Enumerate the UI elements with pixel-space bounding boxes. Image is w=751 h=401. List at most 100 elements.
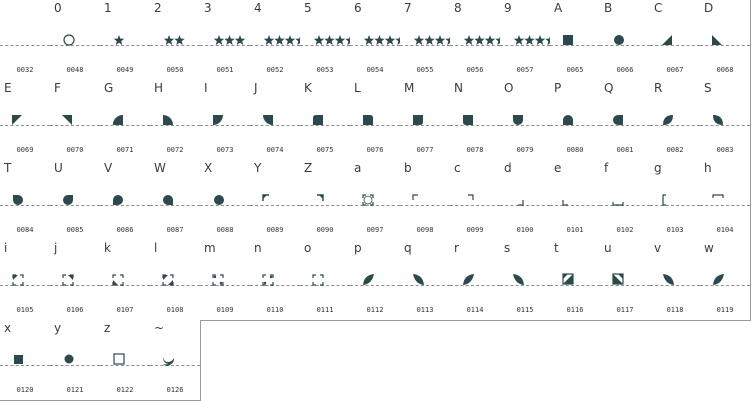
bracket-dots-2-glyph (262, 274, 274, 286)
glyph-character-label: C (654, 1, 663, 15)
bracket-left-glyph (662, 194, 666, 206)
bracket-tr-fill-glyph (62, 274, 74, 286)
glyph-code-label: 0086 (116, 226, 134, 234)
square-diagonal-tr-glyph (562, 273, 574, 285)
glyph-character-label: w (704, 241, 714, 255)
glyph-character-label: W (154, 161, 166, 175)
glyph-code-label: 0067 (666, 66, 684, 74)
glyph-character-label: 2 (154, 1, 162, 15)
glyph-code-label: 0056 (466, 66, 484, 74)
glyph-code-label: 0085 (66, 226, 84, 234)
glyph-character-label: i (4, 241, 8, 255)
corner-small-tr-glyph (468, 194, 474, 200)
glyph-code-label: 0082 (666, 146, 684, 154)
glyph-code-label: 0050 (166, 66, 184, 74)
glyph-character-label: X (204, 161, 213, 175)
baseline-guide (600, 205, 650, 206)
glyph-cell-0097: a 0097 (350, 160, 401, 241)
glyph-code-label: 0087 (166, 226, 184, 234)
glyph-character-label: s (504, 241, 511, 255)
glyph-cell-0050: 2 0050 (150, 0, 201, 81)
baseline-guide (500, 45, 550, 46)
baseline-guide (550, 285, 600, 286)
leaf-right-glyph (713, 274, 724, 285)
glyph-code-label: 0084 (16, 226, 34, 234)
star-9-glyph (513, 35, 550, 45)
glyph-character-label: f (604, 161, 609, 175)
baseline-guide (0, 285, 50, 286)
circle-outline-glyph (63, 34, 75, 46)
baseline-guide (50, 125, 100, 126)
baseline-guide (200, 285, 250, 286)
glyph-cell-0116: t 0116 (550, 240, 601, 321)
baseline-guide (400, 205, 450, 206)
corner-small-bl-glyph (562, 200, 568, 206)
triangle-bl-glyph (712, 35, 722, 45)
glyph-cell-0102: f 0102 (600, 160, 651, 241)
glyph-code-label: 0075 (316, 146, 334, 154)
glyph-cell-0052: 4 0052 (250, 0, 301, 81)
rounded-bottom-glyph (513, 115, 523, 125)
glyph-code-label: 0053 (316, 66, 334, 74)
glyph-code-label: 0112 (366, 306, 384, 314)
glyph-character-label: H (154, 81, 164, 95)
baseline-guide (0, 125, 50, 126)
triangle-tl-glyph (12, 115, 22, 125)
glyph-cell-0073: I 0073 (200, 80, 251, 161)
glyph-cell-0054: 6 0054 (350, 0, 401, 81)
rounded-tl-glyph (313, 115, 323, 125)
baseline-guide (600, 285, 650, 286)
glyph-character-label: ~ (154, 321, 165, 335)
square-filled-glyph (563, 35, 573, 45)
teardrop-tl-glyph (13, 195, 23, 205)
glyph-code-label: 0100 (516, 226, 534, 234)
bracket-br-fill-glyph (162, 274, 174, 286)
glyph-character-label: G (104, 81, 114, 95)
glyph-cell-0049: 1 0049 (100, 0, 151, 81)
square-diagonal-tl-glyph (612, 273, 624, 285)
rounded-bl-glyph (463, 115, 473, 125)
glyph-cell-0053: 5 0053 (300, 0, 351, 81)
baseline-guide (250, 285, 300, 286)
glyph-cell-0055: 7 0055 (400, 0, 451, 81)
glyph-character-label: I (204, 81, 208, 95)
glyph-character-label: R (654, 81, 663, 95)
glyph-code-label: 0069 (16, 146, 34, 154)
glyph-code-label: 0103 (666, 226, 684, 234)
baseline-guide (250, 125, 300, 126)
baseline-guide (250, 45, 300, 46)
glyph-character-label: V (104, 161, 113, 175)
glyph-character-label: l (154, 241, 158, 255)
baseline-guide (350, 45, 400, 46)
glyph-code-label: 0110 (266, 306, 284, 314)
glyph-character-label: 5 (304, 1, 312, 15)
glyph-cell-0112: p 0112 (350, 240, 401, 321)
star-3-glyph (213, 35, 246, 45)
triangle-br-glyph (662, 35, 672, 45)
baseline-guide (500, 285, 550, 286)
teardrop-br-glyph (163, 195, 173, 205)
bracket-bottom-glyph (612, 202, 624, 206)
baseline-guide (600, 45, 650, 46)
baseline-guide (300, 205, 350, 206)
glyph-cell-0082: R 0082 (650, 80, 701, 161)
glyph-character-label: t (554, 241, 559, 255)
glyph-character-label: k (104, 241, 111, 255)
glyph-character-label: n (254, 241, 262, 255)
glyph-cell-0075: K 0075 (300, 80, 351, 161)
glyph-code-label: 0078 (466, 146, 484, 154)
glyph-cell-0084: T 0084 (0, 160, 51, 241)
triangle-tr-glyph (62, 115, 72, 125)
baseline-guide (650, 125, 700, 126)
glyph-character-label: x (4, 321, 12, 335)
glyph-character-label: u (604, 241, 612, 255)
glyph-character-label: M (404, 81, 415, 95)
quarter-circle-tl-glyph (263, 115, 273, 125)
glyph-character-label: L (354, 81, 361, 95)
baseline-guide (50, 285, 100, 286)
baseline-guide (50, 365, 100, 366)
glyph-cell-0079: O 0079 (500, 80, 551, 161)
corner-marks-glyph (362, 194, 374, 206)
baseline-guide (700, 45, 750, 46)
glyph-character-label: r (454, 241, 459, 255)
